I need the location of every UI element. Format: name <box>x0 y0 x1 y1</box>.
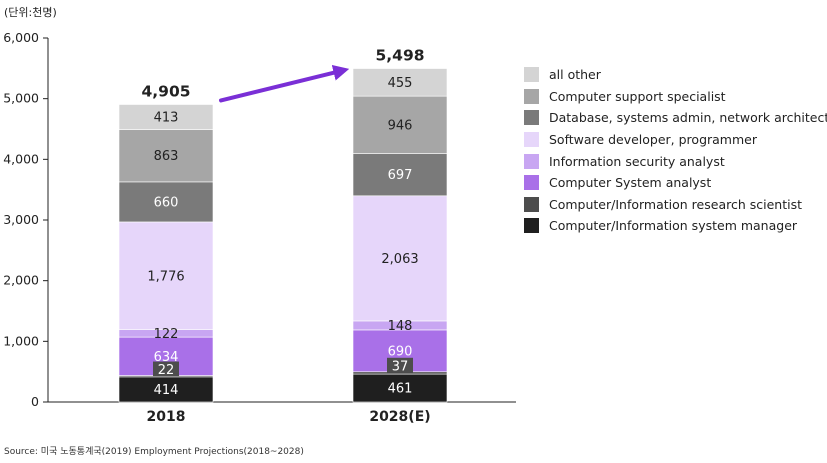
legend-swatch <box>524 218 539 234</box>
data-label-bg <box>387 357 413 373</box>
bar-segment <box>352 68 448 97</box>
unit-label: (단위:천명) <box>4 6 57 19</box>
legend-item: Computer/Information system manager <box>524 215 827 237</box>
data-label-bg <box>153 361 179 377</box>
bar-segment <box>118 376 214 403</box>
legend-label: all other <box>549 67 601 83</box>
data-label: 122 <box>154 327 179 342</box>
legend-item: Computer/Information research scientist <box>524 194 827 216</box>
legend-label: Computer/Information research scientist <box>549 196 802 212</box>
y-tick-label: 4,000 <box>3 151 39 166</box>
data-label: 413 <box>154 111 179 126</box>
data-label: 37 <box>392 359 409 374</box>
data-label: 660 <box>154 195 179 210</box>
y-tick-label: 1,000 <box>3 333 39 348</box>
legend-label: Information security analyst <box>549 153 725 169</box>
bar-segment <box>352 195 448 322</box>
x-tick-label: 2018 <box>147 409 186 425</box>
legend-label: Software developer, programmer <box>549 132 757 148</box>
data-label: 2,063 <box>381 252 418 267</box>
data-label: 946 <box>388 118 413 133</box>
legend: all other Computer support specialist Data… <box>524 64 827 237</box>
y-tick-label: 3,000 <box>3 212 39 227</box>
legend-swatch <box>524 67 539 83</box>
legend-swatch <box>524 175 539 191</box>
bar-segment <box>118 129 214 183</box>
y-tick-label: 2,000 <box>3 273 39 288</box>
legend-label: Database, systems admin, network archite… <box>549 110 827 126</box>
legend-swatch <box>524 110 539 126</box>
legend-item: Database, systems admin, network archite… <box>524 107 827 129</box>
growth-arrow <box>219 64 350 103</box>
bar-segment <box>352 95 448 154</box>
data-label: 863 <box>154 149 179 164</box>
legend-item: Information security analyst <box>524 150 827 172</box>
legend-swatch <box>524 153 539 169</box>
legend-item: Computer support specialist <box>524 86 827 108</box>
data-label: 697 <box>388 168 413 183</box>
legend-label: Computer/Information system manager <box>549 218 798 234</box>
data-label: 22 <box>158 363 175 378</box>
y-axis: 0 1,000 2,000 3,000 4,000 5,000 6,000 <box>3 30 516 409</box>
data-label: 414 <box>154 383 179 398</box>
legend-item: Computer System analyst <box>524 172 827 194</box>
total-label: 5,498 <box>375 46 424 64</box>
legend-item: Software developer, programmer <box>524 129 827 151</box>
data-label: 148 <box>388 319 413 334</box>
legend-swatch <box>524 88 539 104</box>
y-tick-label: 5,000 <box>3 91 39 106</box>
legend-swatch <box>524 196 539 212</box>
total-label: 4,905 <box>141 82 190 100</box>
legend-item: all other <box>524 64 827 86</box>
bar-segment <box>352 153 448 197</box>
data-label: 1,776 <box>147 269 184 284</box>
y-tick-label: 6,000 <box>3 30 39 45</box>
data-label: 461 <box>388 382 413 397</box>
data-label: 455 <box>388 76 413 91</box>
bar-segment <box>118 104 214 130</box>
legend-label: Computer System analyst <box>549 175 712 191</box>
bars: 414226341221,7766608634134,9052018461376… <box>118 46 448 425</box>
data-label: 634 <box>154 350 179 365</box>
y-tick-label: 0 <box>31 394 39 409</box>
data-label: 690 <box>388 344 413 359</box>
arrow-line <box>219 64 350 103</box>
source-note: Source: 미국 노동통계국(2019) Employment Projec… <box>4 447 304 457</box>
x-tick-label: 2028(E) <box>369 409 430 425</box>
bar-segment <box>118 181 214 223</box>
bar-segment <box>118 221 214 330</box>
legend-swatch <box>524 132 539 148</box>
legend-label: Computer support specialist <box>549 88 726 104</box>
